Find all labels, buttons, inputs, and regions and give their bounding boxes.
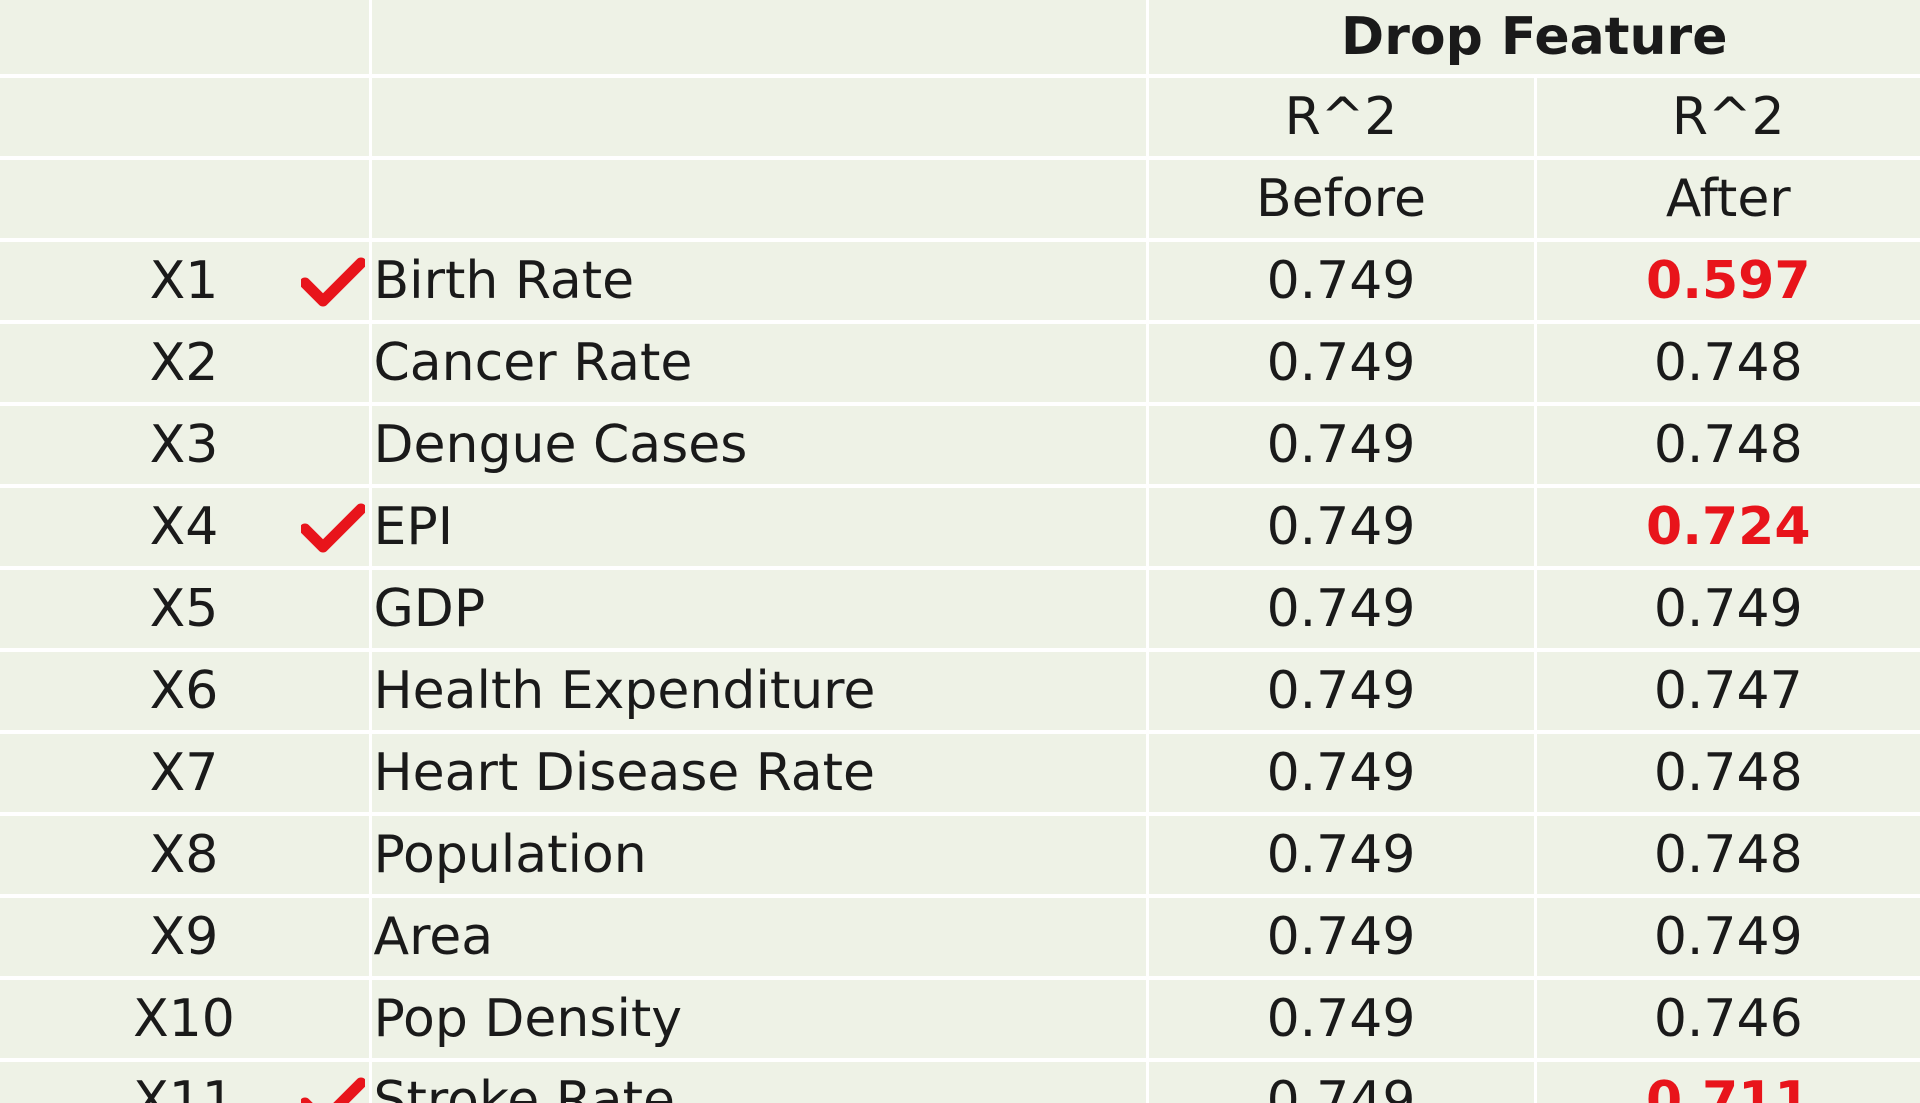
feature-name: Stroke Rate <box>368 1060 1147 1103</box>
r2-before-value: 0.749 <box>1145 978 1535 1062</box>
header-empty-cell <box>0 76 272 160</box>
r2-after-value-highlighted: 0.724 <box>1533 486 1920 570</box>
check-cell <box>272 240 370 324</box>
variable-id: X11 <box>0 1060 272 1103</box>
header-row-metric: R^2 R^2 <box>0 76 1920 160</box>
check-cell <box>272 568 370 652</box>
check-cell <box>272 404 370 488</box>
table-header: Drop Feature R^2 R^2 Before After <box>0 0 1920 242</box>
r2-after-value: 0.748 <box>1533 322 1920 406</box>
check-cell <box>272 322 370 406</box>
feature-name: Dengue Cases <box>368 404 1147 488</box>
check-cell <box>272 732 370 816</box>
feature-name: Area <box>368 896 1147 980</box>
variable-id: X2 <box>0 322 272 406</box>
header-empty-cell <box>0 158 272 242</box>
checkmark-icon <box>300 1077 365 1103</box>
r2-after-value-highlighted: 0.597 <box>1533 240 1920 324</box>
after-metric-header: R^2 <box>1533 76 1920 160</box>
checkmark-icon <box>300 257 365 306</box>
check-cell <box>272 486 370 570</box>
header-empty-cell <box>0 0 272 78</box>
before-column-header: Before <box>1145 158 1535 242</box>
r2-before-value: 0.749 <box>1145 404 1535 488</box>
table-row: X1 Birth Rate 0.749 0.597 <box>0 240 1920 324</box>
header-empty-cell <box>368 0 1147 78</box>
variable-id: X4 <box>0 486 272 570</box>
check-cell <box>272 1060 370 1103</box>
drop-feature-header: Drop Feature <box>1145 0 1920 78</box>
before-metric-header: R^2 <box>1145 76 1535 160</box>
table-row: X11 Stroke Rate 0.749 0.711 <box>0 1060 1920 1103</box>
r2-before-value: 0.749 <box>1145 240 1535 324</box>
variable-id: X8 <box>0 814 272 898</box>
header-empty-cell <box>272 158 370 242</box>
r2-before-value: 0.749 <box>1145 486 1535 570</box>
header-row-group: Drop Feature <box>0 0 1920 78</box>
check-cell <box>272 814 370 898</box>
check-cell <box>272 650 370 734</box>
r2-before-value: 0.749 <box>1145 896 1535 980</box>
table-row: X7 Heart Disease Rate 0.749 0.748 <box>0 732 1920 816</box>
header-empty-cell <box>368 158 1147 242</box>
r2-after-value: 0.748 <box>1533 732 1920 816</box>
variable-id: X5 <box>0 568 272 652</box>
feature-name: Health Expenditure <box>368 650 1147 734</box>
table-row: X2 Cancer Rate 0.749 0.748 <box>0 322 1920 406</box>
r2-after-value: 0.748 <box>1533 814 1920 898</box>
variable-id: X9 <box>0 896 272 980</box>
r2-after-value-highlighted: 0.711 <box>1533 1060 1920 1103</box>
table-row: X9 Area 0.749 0.749 <box>0 896 1920 980</box>
table-row: X5 GDP 0.749 0.749 <box>0 568 1920 652</box>
table-row: X4 EPI 0.749 0.724 <box>0 486 1920 570</box>
feature-name: Population <box>368 814 1147 898</box>
table-row: X3 Dengue Cases 0.749 0.748 <box>0 404 1920 488</box>
feature-name: EPI <box>368 486 1147 570</box>
feature-name: Pop Density <box>368 978 1147 1062</box>
r2-before-value: 0.749 <box>1145 732 1535 816</box>
r2-before-value: 0.749 <box>1145 322 1535 406</box>
r2-before-value: 0.749 <box>1145 650 1535 734</box>
check-cell <box>272 978 370 1062</box>
table-row: X6 Health Expenditure 0.749 0.747 <box>0 650 1920 734</box>
variable-id: X10 <box>0 978 272 1062</box>
check-cell <box>272 896 370 980</box>
after-column-header: After <box>1533 158 1920 242</box>
r2-after-value: 0.748 <box>1533 404 1920 488</box>
r2-after-value: 0.746 <box>1533 978 1920 1062</box>
r2-after-value: 0.749 <box>1533 896 1920 980</box>
feature-name: Birth Rate <box>368 240 1147 324</box>
table-row: X8 Population 0.749 0.748 <box>0 814 1920 898</box>
r2-after-value: 0.747 <box>1533 650 1920 734</box>
header-row-label: Before After <box>0 158 1920 242</box>
header-empty-cell <box>368 76 1147 160</box>
checkmark-icon <box>300 503 365 552</box>
variable-id: X6 <box>0 650 272 734</box>
header-empty-cell <box>272 0 370 78</box>
r2-before-value: 0.749 <box>1145 568 1535 652</box>
r2-after-value: 0.749 <box>1533 568 1920 652</box>
table-row: X10 Pop Density 0.749 0.746 <box>0 978 1920 1062</box>
r2-before-value: 0.749 <box>1145 814 1535 898</box>
feature-name: Heart Disease Rate <box>368 732 1147 816</box>
r2-before-value: 0.749 <box>1145 1060 1535 1103</box>
variable-id: X3 <box>0 404 272 488</box>
variable-id: X7 <box>0 732 272 816</box>
variable-id: X1 <box>0 240 272 324</box>
feature-name: Cancer Rate <box>368 322 1147 406</box>
header-empty-cell <box>272 76 370 160</box>
feature-name: GDP <box>368 568 1147 652</box>
table-body: X1 Birth Rate 0.749 0.597 X2 Cancer Rate 0.749… <box>0 240 1920 1103</box>
